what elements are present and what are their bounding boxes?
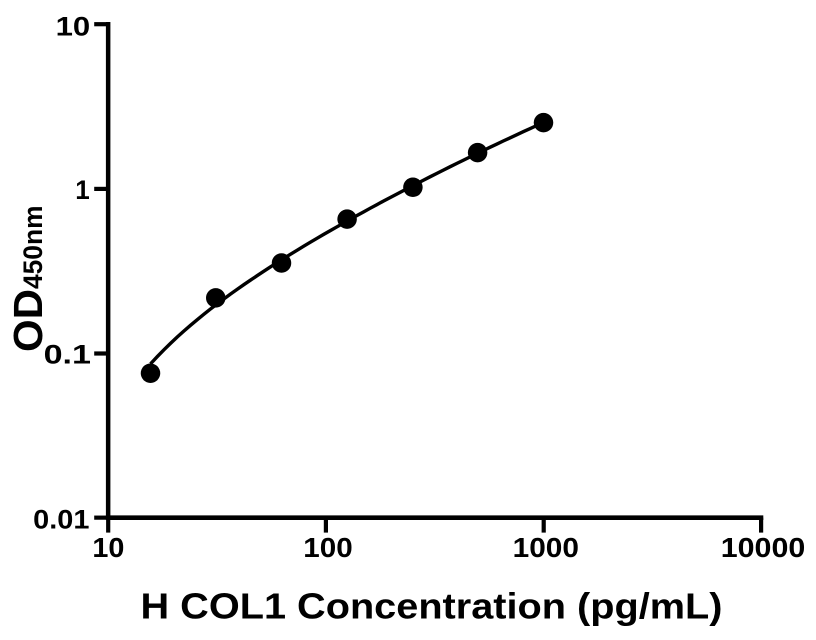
svg-text:100: 100: [303, 532, 352, 563]
svg-text:H COL1 Concentration (pg/mL): H COL1 Concentration (pg/mL): [141, 585, 723, 626]
svg-text:10: 10: [92, 532, 124, 563]
svg-text:10: 10: [56, 11, 91, 41]
svg-text:OD450nm: OD450nm: [5, 206, 51, 353]
svg-text:0.01: 0.01: [33, 504, 89, 534]
svg-text:0.1: 0.1: [44, 340, 91, 370]
svg-text:10000: 10000: [721, 532, 806, 563]
svg-text:1000: 1000: [513, 532, 579, 563]
svg-text:1: 1: [75, 175, 90, 205]
